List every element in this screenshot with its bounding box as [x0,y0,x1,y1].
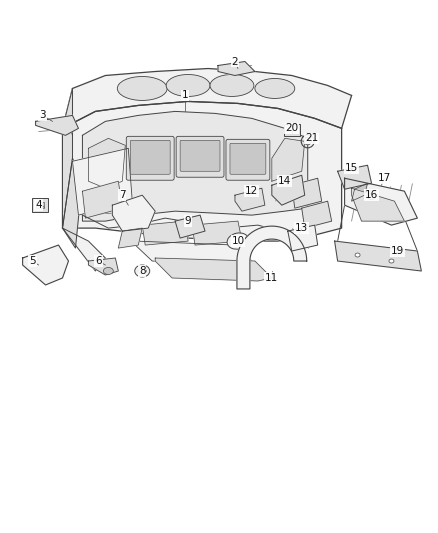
Polygon shape [155,258,272,281]
Text: 16: 16 [365,190,378,200]
Polygon shape [345,178,417,225]
FancyBboxPatch shape [230,143,266,174]
Ellipse shape [103,268,113,274]
Ellipse shape [135,265,150,277]
Polygon shape [112,195,155,231]
Polygon shape [272,175,305,205]
Text: 21: 21 [305,133,318,143]
Text: 15: 15 [345,163,358,173]
Ellipse shape [367,191,376,200]
FancyBboxPatch shape [180,140,220,171]
Ellipse shape [389,259,394,263]
Polygon shape [175,215,205,238]
Text: 12: 12 [245,186,258,196]
Text: 9: 9 [185,216,191,226]
Polygon shape [63,69,352,128]
FancyBboxPatch shape [32,198,48,212]
Polygon shape [272,139,305,181]
Polygon shape [82,111,308,221]
Text: 19: 19 [391,246,404,256]
FancyBboxPatch shape [126,136,174,180]
Ellipse shape [166,75,210,96]
Text: 14: 14 [278,176,291,186]
Polygon shape [218,61,255,76]
Text: 3: 3 [39,110,46,120]
FancyBboxPatch shape [284,124,300,136]
Polygon shape [352,183,367,201]
Text: 5: 5 [29,256,36,266]
Polygon shape [335,241,421,271]
Polygon shape [118,228,142,248]
Polygon shape [63,158,82,248]
Polygon shape [88,139,125,188]
Text: 20: 20 [285,123,298,133]
Ellipse shape [227,233,249,249]
Polygon shape [63,228,106,271]
FancyBboxPatch shape [226,139,270,180]
Polygon shape [35,116,78,135]
FancyBboxPatch shape [130,140,170,174]
Ellipse shape [355,253,360,257]
Ellipse shape [370,193,374,197]
Ellipse shape [117,77,167,100]
Polygon shape [63,101,342,241]
Polygon shape [88,258,118,275]
Polygon shape [302,201,332,228]
Polygon shape [338,165,371,189]
FancyBboxPatch shape [35,202,43,208]
Polygon shape [23,245,68,285]
Ellipse shape [138,268,146,274]
Text: 2: 2 [232,56,238,67]
Polygon shape [72,148,132,215]
Polygon shape [142,221,188,245]
Ellipse shape [255,78,295,99]
Text: 10: 10 [231,236,244,246]
Polygon shape [288,225,318,251]
Text: 4: 4 [35,200,42,210]
Polygon shape [237,226,307,289]
Polygon shape [352,188,404,221]
Text: 7: 7 [119,190,126,200]
Text: 11: 11 [265,273,279,283]
Polygon shape [63,88,72,228]
Text: 13: 13 [295,223,308,233]
Text: 6: 6 [95,256,102,266]
Polygon shape [82,181,122,218]
Ellipse shape [210,75,254,96]
Text: 17: 17 [378,173,391,183]
Text: 1: 1 [182,91,188,100]
Polygon shape [292,178,321,208]
Polygon shape [192,221,242,245]
Polygon shape [235,188,265,211]
FancyBboxPatch shape [176,136,224,177]
Polygon shape [135,241,252,265]
Ellipse shape [304,138,311,145]
Text: 8: 8 [139,266,145,276]
